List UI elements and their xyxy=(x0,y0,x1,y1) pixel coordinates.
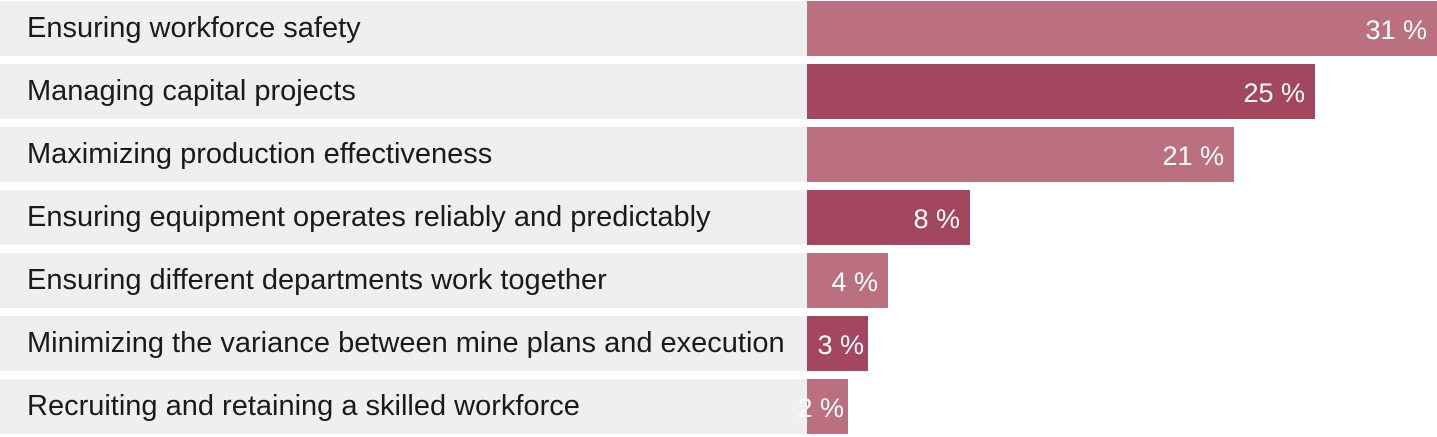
bar-row: Managing capital projects 25 % xyxy=(0,64,1437,119)
bar: 21 % xyxy=(807,127,1234,182)
category-label-band: Maximizing production effectiveness xyxy=(0,127,807,182)
category-label-band: Managing capital projects xyxy=(0,64,807,119)
category-label: Maximizing production effectiveness xyxy=(27,138,493,170)
category-label-band: Minimizing the variance between mine pla… xyxy=(0,316,807,371)
bar-value-label: 4 % xyxy=(831,267,878,297)
bar: 8 % xyxy=(807,190,970,245)
bar-row: Ensuring equipment operates reliably and… xyxy=(0,190,1437,245)
bar: 4 % xyxy=(807,253,888,308)
bar-row: Ensuring workforce safety 31 % xyxy=(0,1,1437,56)
bar-value-label: 2 % xyxy=(797,393,844,423)
bar: 2 % xyxy=(797,379,848,434)
category-label: Ensuring equipment operates reliably and… xyxy=(27,201,711,233)
category-label: Ensuring workforce safety xyxy=(27,12,361,44)
bar-row: Ensuring different departments work toge… xyxy=(0,253,1437,308)
bar: 3 % xyxy=(807,316,868,371)
bar-value-label: 8 % xyxy=(913,204,960,234)
bar: 25 % xyxy=(807,64,1315,119)
category-label-band: Ensuring different departments work toge… xyxy=(0,253,807,308)
category-label: Minimizing the variance between mine pla… xyxy=(27,327,785,359)
bar-value-label: 25 % xyxy=(1243,78,1305,108)
bar-row: Recruiting and retaining a skilled workf… xyxy=(0,379,1437,434)
bar-value-label: 3 % xyxy=(817,330,864,360)
bar-row: Maximizing production effectiveness 21 % xyxy=(0,127,1437,182)
category-label-band: Ensuring equipment operates reliably and… xyxy=(0,190,807,245)
bar: 31 % xyxy=(807,1,1437,56)
category-label: Ensuring different departments work toge… xyxy=(27,264,607,296)
bar-value-label: 31 % xyxy=(1365,15,1427,45)
category-label-band: Ensuring workforce safety xyxy=(0,1,807,56)
category-label-band: Recruiting and retaining a skilled workf… xyxy=(0,379,807,434)
category-label: Recruiting and retaining a skilled workf… xyxy=(27,390,580,422)
bar-value-label: 21 % xyxy=(1162,141,1224,171)
category-label: Managing capital projects xyxy=(27,75,356,107)
bar-row: Minimizing the variance between mine pla… xyxy=(0,316,1437,371)
